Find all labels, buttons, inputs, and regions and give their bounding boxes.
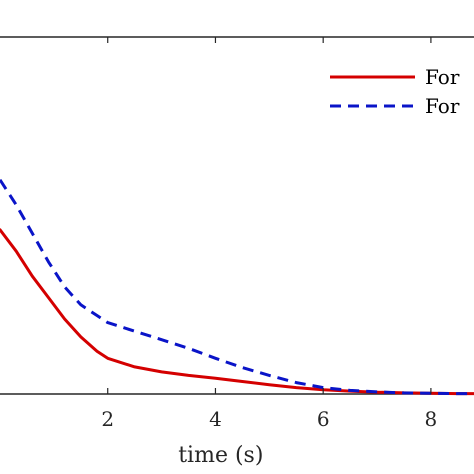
series-line-2 [0,178,474,396]
x-tick-label: 2 [101,407,114,431]
x-ticks: 2 4 6 8 [101,37,437,431]
legend: For For [330,65,460,118]
legend-label-1: For [425,65,460,89]
plot-area [0,36,474,395]
x-tick-label: 4 [209,407,222,431]
series-layer [0,178,474,396]
x-tick-label: 8 [425,407,438,431]
series-line-1 [0,228,474,396]
legend-label-2: For [425,94,460,118]
x-axis-label: time (s) [178,443,263,468]
x-tick-label: 6 [317,407,330,431]
